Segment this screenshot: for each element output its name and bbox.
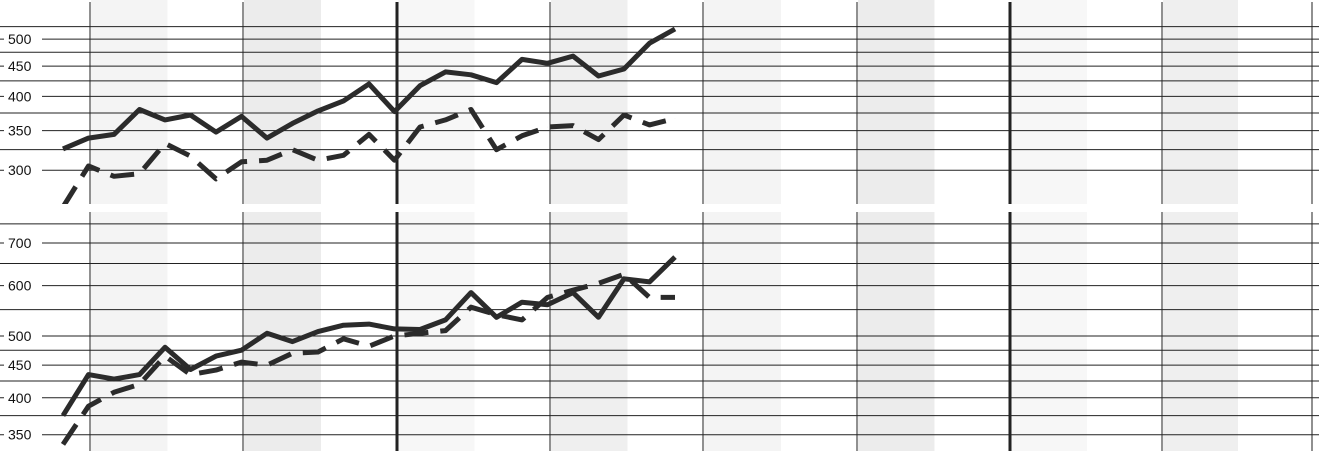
tick-label-background [4,30,42,47]
column-band [704,0,781,451]
column-band [858,0,935,451]
tick-label-background [4,161,42,178]
panel-separator [0,204,1319,212]
column-band [1011,0,1087,451]
tick-label-background [4,356,42,373]
tick-label-background [4,327,42,344]
y-tick-label: 600 [8,278,32,294]
tick-label-background [4,233,42,250]
column-band [91,0,168,451]
y-tick-label: 500 [8,328,32,344]
top-panel: 300 350 400 450 500 [0,2,1319,213]
y-tick-label: 450 [8,357,32,373]
tick-label-background [4,57,42,74]
y-tick-label: 400 [8,390,32,406]
tick-label-background [4,121,42,138]
column-band [1163,0,1238,451]
y-tick-label: 300 [8,162,32,178]
y-tick-label: 450 [8,58,32,74]
y-tick-label: 400 [8,88,32,104]
bottom-panel: 350 400 450 500 600 700 [0,205,1319,451]
y-tick-label: 350 [8,123,32,139]
y-tick-label: 350 [8,427,32,443]
column-band [398,0,475,451]
tick-label-background [4,276,42,293]
y-tick-label: 700 [8,235,32,251]
column-band [244,0,321,451]
y-tick-label: 500 [8,31,32,47]
column-band [551,0,628,451]
tick-label-background [4,388,42,405]
tick-label-background [4,425,42,442]
tick-label-background [4,87,42,104]
